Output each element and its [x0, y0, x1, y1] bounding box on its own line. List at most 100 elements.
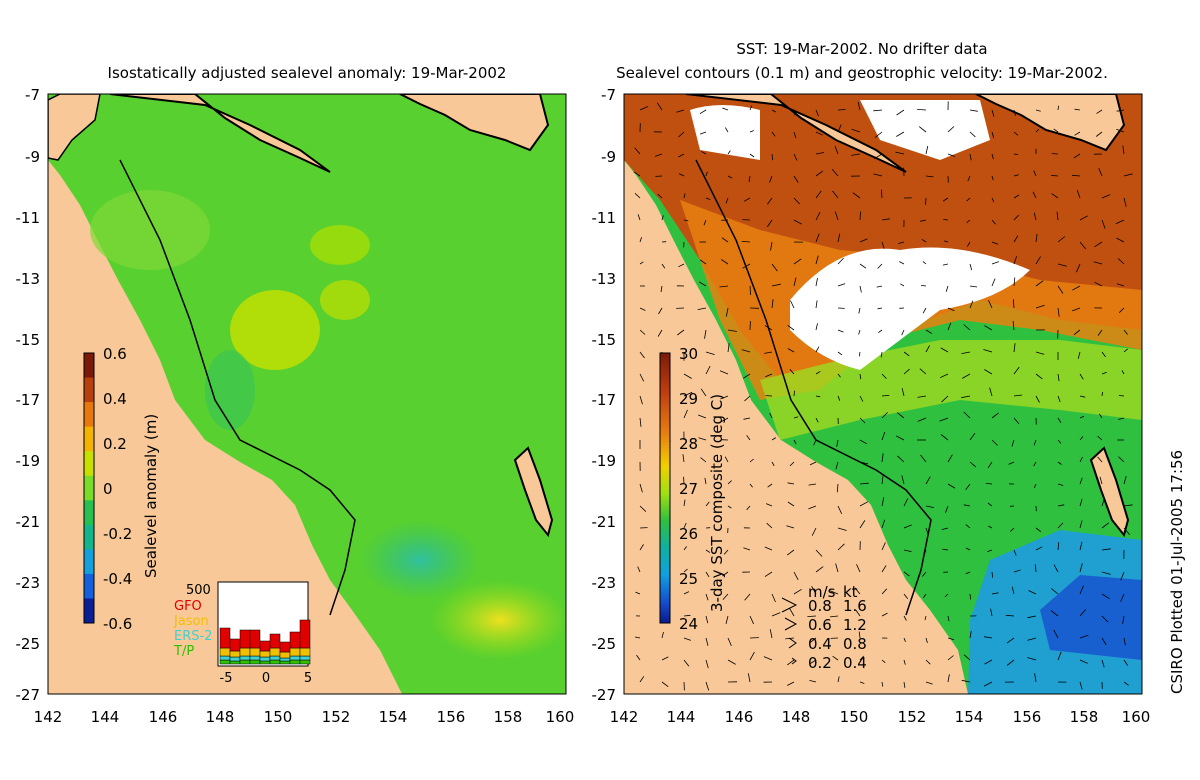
right-shelf-contour [695, 159, 932, 616]
velocity-arrow-icon [791, 657, 797, 665]
velocity-arrow [1074, 131, 1081, 136]
velocity-arrow [991, 197, 995, 203]
velocity-arrow [637, 566, 641, 573]
velocity-arrow [741, 241, 751, 243]
right-y-tick: -17 [592, 391, 617, 409]
velocity-arrow [969, 109, 978, 112]
velocity-arrow [1013, 131, 1019, 136]
right-y-tick: -9 [601, 148, 616, 166]
right-y-tick: -11 [592, 209, 617, 227]
left-y-tick: -11 [16, 209, 41, 227]
velocity-arrow [719, 370, 729, 375]
mission-bar-segment [299, 647, 311, 657]
mission-bar-segment [259, 640, 271, 652]
velocity-arrow [966, 241, 971, 247]
velocity-arrow [896, 435, 905, 441]
velocity-arrow [925, 197, 927, 205]
right-panel-title-line1: SST: 19-Mar-2002. No drifter data [736, 40, 988, 58]
velocity-arrow [771, 131, 776, 137]
velocity-arrow [858, 329, 861, 335]
velocity-arrow [1033, 483, 1037, 488]
velocity-arrow [880, 351, 883, 358]
mission-bar-segment [239, 655, 251, 661]
velocity-arrow [947, 153, 956, 157]
velocity-arrow [988, 300, 993, 309]
velocity-arrow [639, 544, 644, 551]
velocity-arrow [881, 395, 890, 397]
velocity-arrow [1034, 673, 1037, 683]
velocity-arrow [1005, 614, 1015, 617]
velocity-arrow [881, 475, 884, 485]
velocity-arrow [704, 329, 707, 339]
velocity-arrow [787, 681, 795, 686]
velocity-arrow [743, 547, 751, 551]
velocity-arrow [639, 307, 646, 311]
velocity-arrow [896, 109, 905, 116]
mission-bar-segment [289, 659, 301, 665]
velocity-arrow [639, 106, 649, 111]
velocity-arrow [639, 329, 646, 335]
velocity-arrow [815, 549, 823, 557]
velocity-arrow [678, 173, 685, 177]
velocity-arrow [1057, 483, 1064, 486]
velocity-arrow [947, 615, 950, 622]
mission-bar-segment [249, 629, 261, 649]
velocity-arrow [943, 240, 949, 243]
velocity-arrow [661, 681, 669, 688]
mission-bar-segment [299, 655, 311, 661]
velocity-arrow [1057, 105, 1059, 111]
velocity-arrow [639, 373, 645, 382]
velocity-arrow [698, 281, 707, 287]
velocity-arrow [877, 263, 883, 269]
velocity-arrow [969, 432, 976, 441]
velocity-arrow [1118, 456, 1125, 463]
mission-bar-segment [279, 660, 291, 665]
velocity-arrow [924, 615, 927, 621]
left-y-ticks: -7 -9 -11 -13 -15 -17 -19 -21 -23 -25 -2… [16, 86, 41, 704]
velocity-arrow [881, 453, 884, 463]
velocity-arrow [963, 504, 971, 507]
velocity-arrow [1073, 153, 1081, 159]
velocity-arrow [742, 263, 751, 269]
velocity-arrow [749, 153, 755, 158]
velocity-arrow [947, 483, 956, 489]
velocity-arrow [1053, 564, 1059, 573]
velocity-arrow [1079, 608, 1087, 617]
velocity-legend-kt: 1.2 [843, 616, 867, 634]
velocity-arrow [1076, 189, 1081, 199]
velocity-arrow [835, 461, 839, 470]
velocity-arrow [837, 257, 844, 265]
velocity-arrow [1035, 256, 1041, 265]
mission-bar-segment [299, 659, 311, 665]
velocity-arrow [727, 659, 736, 665]
velocity-arrow [859, 263, 867, 269]
left-colorbar-segment [84, 451, 94, 477]
velocity-arrow [1013, 277, 1016, 287]
velocity-arrow [1101, 371, 1107, 375]
right-png-land [685, 94, 907, 173]
velocity-arrow [1101, 194, 1111, 199]
left-x-tick: 160 [546, 708, 575, 726]
velocity-arrow [1057, 236, 1066, 243]
velocity-arrow [727, 329, 737, 332]
mission-x-tick: 5 [304, 671, 312, 686]
velocity-arrow [639, 261, 644, 265]
velocity-arrow [859, 238, 868, 243]
velocity-arrow [749, 130, 754, 133]
velocity-arrow [1079, 415, 1085, 419]
velocity-arrow [765, 373, 773, 378]
velocity-arrow [1123, 329, 1128, 335]
velocity-arrow [1123, 197, 1127, 207]
velocity-arrow [764, 571, 773, 577]
velocity-arrow [1050, 610, 1059, 617]
velocity-arrow [881, 431, 886, 441]
velocity-arrow [1101, 571, 1111, 575]
velocity-arrow [881, 565, 887, 573]
velocity-arrow [1013, 235, 1019, 243]
velocity-arrow [1101, 593, 1110, 600]
mission-bar-segment [289, 631, 301, 649]
velocity-arrow [678, 263, 685, 268]
velocity-arrow [925, 527, 929, 536]
velocity-arrow [1072, 174, 1081, 177]
velocity-arrow [836, 439, 839, 447]
